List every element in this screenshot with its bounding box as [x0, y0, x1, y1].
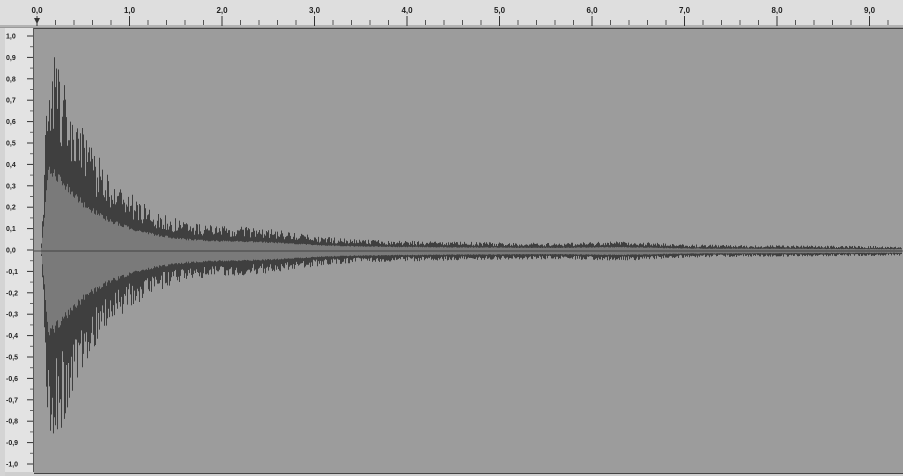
amplitude-ruler: 1,0 0,9 0,8 0,7 0,6 0,5 0,4 0,3 0,2 0,1 0,0 -0,1 -0,…	[5, 28, 34, 472]
amplitude-tick-label: 0,0	[6, 248, 16, 255]
amplitude-tick-label: -0,5	[6, 355, 18, 362]
amplitude-tick-label: 0,2	[6, 205, 16, 212]
track-left-gutter	[0, 28, 5, 476]
timeline-tick-label: 5,0	[494, 6, 506, 15]
timeline-tick-label: 8,0	[771, 6, 783, 15]
amplitude-tick-label: -0,8	[6, 419, 18, 426]
timeline-tick-label: 7,0	[679, 6, 691, 15]
timeline-tick-label: 4,0	[401, 6, 413, 15]
timeline-tick-label: 1,0	[124, 6, 136, 15]
amplitude-tick-label: -0,6	[6, 376, 18, 383]
timeline-tick-label: 3,0	[309, 6, 321, 15]
amplitude-tick-label: -0,4	[6, 333, 18, 340]
amplitude-tick-label: 0,9	[6, 55, 16, 62]
amplitude-tick-label: -1,0	[6, 462, 18, 469]
amplitude-tick-label: -0,7	[6, 397, 18, 404]
waveform	[34, 57, 903, 434]
timeline-tick-label: 2,0	[216, 6, 228, 15]
amplitude-tick-label: 0,8	[6, 76, 16, 83]
amplitude-tick-label: 0,7	[6, 98, 16, 105]
timeline-ruler[interactable]: 0,0 1,0 2,0 3,0 4,0 5,0 6,0 7,0 8,0 9,0	[0, 0, 903, 28]
timeline-tick-label: 0,0	[31, 6, 43, 15]
amplitude-tick-label: 0,5	[6, 141, 16, 148]
timeline-tick-label: 6,0	[586, 6, 598, 15]
waveform-track[interactable]	[34, 28, 903, 474]
playhead-marker-icon	[34, 18, 40, 24]
timeline-tick-label: 9,0	[864, 6, 876, 15]
amplitude-tick-label: 0,1	[6, 226, 16, 233]
amplitude-tick-label: -0,2	[6, 290, 18, 297]
amplitude-tick-label: 0,6	[6, 119, 16, 126]
amplitude-ticks: 1,0 0,9 0,8 0,7 0,6 0,5 0,4 0,3 0,2 0,1 0,0 -0,1 -0,…	[6, 34, 33, 469]
amplitude-tick-label: 0,3	[6, 183, 16, 190]
amplitude-tick-label: -0,3	[6, 312, 18, 319]
amplitude-tick-label: -0,9	[6, 440, 18, 447]
amplitude-tick-label: -0,1	[6, 269, 18, 276]
timeline-ticks: 0,0 1,0 2,0 3,0 4,0 5,0 6,0 7,0 8,0 9,0	[0, 6, 903, 27]
amplitude-tick-label: 0,4	[6, 162, 16, 169]
amplitude-tick-label: 1,0	[6, 34, 16, 41]
